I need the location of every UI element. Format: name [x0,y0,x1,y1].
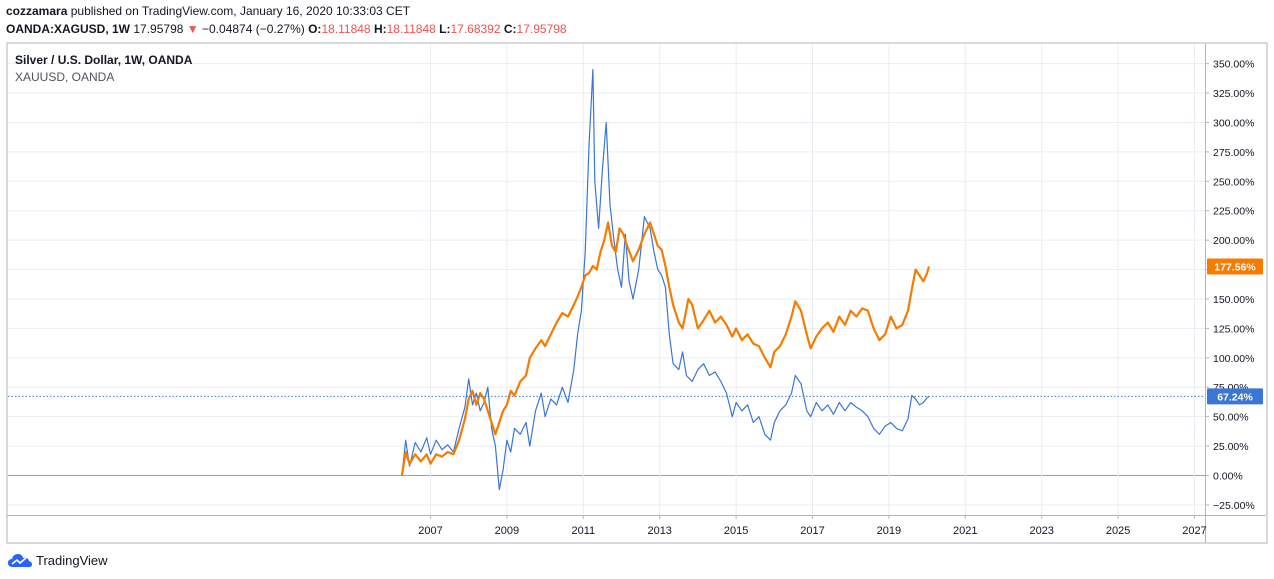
close-value: 17.95798 [516,22,567,36]
y-tick-label: −25.00% [1213,500,1255,512]
low-label: L: [439,22,451,36]
legend-main-series: Silver / U.S. Dollar, 1W, OANDA [15,53,193,67]
publish-info: published on TradingView.com, January 16… [70,4,411,18]
y-tick-label: 100.00% [1213,353,1254,365]
x-tick-label: 2009 [495,525,519,537]
chart-series [8,68,1205,491]
open-label: O: [308,22,322,36]
chart-grid [8,44,1205,515]
x-tick-label: 2015 [724,525,748,537]
last-badge-bg [1207,388,1263,405]
xauusd-line [401,68,930,491]
author-name: cozzamara [6,4,68,18]
x-tick-label: 2019 [877,525,901,537]
y-tick-label: 0.00% [1213,471,1243,483]
last-badge-label: 177.56% [1214,262,1256,274]
high-label: H: [373,22,387,36]
tradingview-brand: TradingView [36,552,108,568]
x-tick-label: 2021 [953,525,977,537]
low-value: 17.68392 [450,22,501,36]
y-tick-label: 225.00% [1213,206,1254,218]
price-axis[interactable]: 350.00% 325.00% 300.00% 275.00% 250.00% 225.0… [1205,43,1263,543]
legend-compare-series: XAUUSD, OANDA [15,70,114,84]
y-tick-label: 125.00% [1213,323,1254,335]
y-tick-label: 250.00% [1213,176,1254,188]
x-tick-label: 2023 [1029,525,1053,537]
y-tick-label: 300.00% [1213,117,1254,129]
last-price: 17.95798 [133,22,184,36]
x-tick-label: 2025 [1106,525,1130,537]
tradingview-cloud-icon [8,554,32,567]
y-tick-label: 200.00% [1213,235,1254,247]
symbol-label: OANDA:XAGUSD, 1W [6,22,131,36]
x-tick-label: 2027 [1182,525,1206,537]
time-axis[interactable]: 2007 2009 2011 2013 2015 2017 2019 2021 2023 2025… [7,515,1266,537]
down-arrow-icon: ▼ [186,22,199,36]
xagusd-last-badge: 177.56% [1207,258,1263,275]
y-tick-label: 50.00% [1213,412,1249,424]
xagusd-line [400,221,931,476]
xauusd-last-badge: 67.24% [1207,388,1263,405]
y-tick-label: 25.00% [1213,441,1249,453]
y-tick-label: 350.00% [1213,59,1254,71]
x-tick-label: 2011 [571,525,595,537]
y-tick-label: 150.00% [1213,294,1254,306]
ohlc-bar: OANDA:XAGUSD, 1W 17.95798 ▼ −0.04874 (−0… [6,22,567,36]
x-tick-label: 2017 [800,525,824,537]
tradingview-logo[interactable]: TradingView [8,552,108,568]
x-tick-label: 2007 [418,525,442,537]
x-tick-label: 2013 [647,525,671,537]
chart-frame [6,42,1268,544]
publish-line: cozzamara published on TradingView.com, … [6,4,410,18]
y-tick-label: 275.00% [1213,147,1254,159]
close-label: C: [503,22,517,36]
open-value: 18.11848 [321,22,371,36]
high-value: 18.11848 [386,22,436,36]
price-change: −0.04874 (−0.27%) [202,22,305,36]
last-badge-label: 67.24% [1217,391,1253,403]
last-badge-bg [1207,258,1263,275]
y-tick-label: 325.00% [1213,88,1254,100]
